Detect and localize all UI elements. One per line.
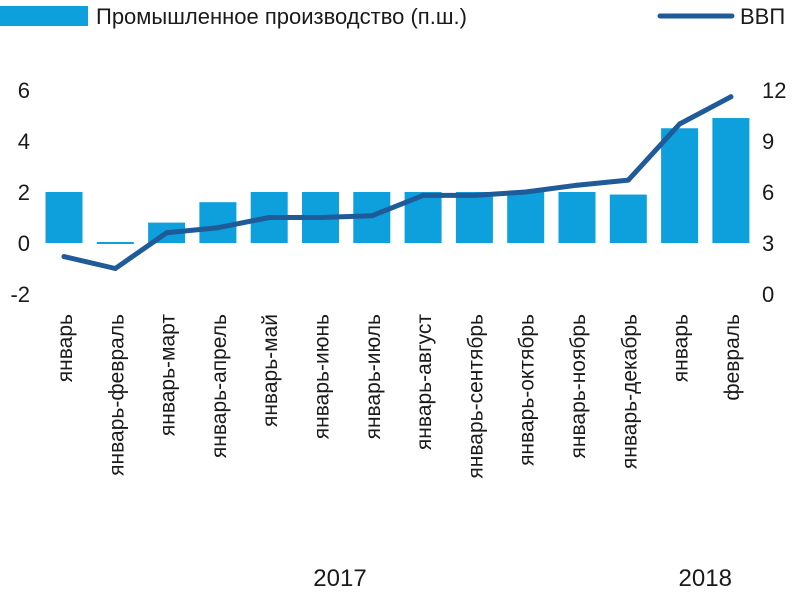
category-label: январь-сентябрь [464,314,487,479]
legend-bar-swatch [0,6,88,26]
bar [199,202,237,243]
line-point [215,225,221,231]
category-label: январь-март [157,314,180,437]
year-label: 2018 [679,565,732,592]
category-label: февраль [721,314,744,401]
line-point [112,266,118,271]
category-label: январь [54,314,77,382]
category-label: январь-октябрь [516,314,539,466]
category-label: январь-апрель [208,314,231,458]
category-label: январь-декабрь [618,314,641,469]
line-point [266,215,272,220]
category-label: январь-август [413,314,436,450]
legend: Промышленное производство (п.ш.) ВВП [0,4,785,29]
line-point [164,230,170,236]
right-tick-label: 6 [762,180,774,205]
bar [45,192,83,243]
line-point [677,121,683,127]
left-axis: -2 0 2 4 6 [10,78,30,307]
bar [507,192,545,243]
bar [609,194,647,243]
legend-line-label: ВВП [740,4,785,29]
bar-series [45,118,750,244]
line-point [523,189,529,195]
category-label: январь-июнь [311,314,334,439]
left-tick-label: 2 [18,180,30,205]
line-point [420,192,426,198]
bar [96,242,134,244]
bar [661,128,699,243]
year-labels: 2017 2018 [313,565,732,592]
legend-bar-label: Промышленное производство (п.ш.) [96,4,467,29]
left-tick-label: 4 [18,129,30,154]
category-labels: январь январь-февраль январь-март январь-ап… [54,314,744,479]
left-tick-label: 6 [18,78,30,103]
right-tick-label: 9 [762,129,774,154]
line-point [574,182,580,188]
line-point [61,254,67,260]
bar [558,192,596,243]
gdp-line [61,94,734,271]
line-series [61,94,734,271]
category-label: январь [670,314,693,382]
year-label: 2017 [313,565,366,592]
line-point [625,177,631,183]
left-tick-label: -2 [10,282,30,307]
left-tick-label: 0 [18,231,30,256]
right-axis: 0 3 6 9 12 [762,78,786,307]
right-tick-label: 3 [762,231,774,256]
category-label: январь-июль [362,314,385,439]
bar [712,118,750,243]
right-tick-label: 12 [762,78,786,103]
category-label: январь-ноябрь [567,314,590,459]
line-point [318,215,323,220]
line-point [471,192,477,198]
category-label: январь-февраль [105,314,128,476]
line-point [369,213,375,219]
right-tick-label: 0 [762,282,774,307]
category-label: январь-май [259,314,282,427]
bar [455,192,493,243]
line-point [728,94,734,100]
